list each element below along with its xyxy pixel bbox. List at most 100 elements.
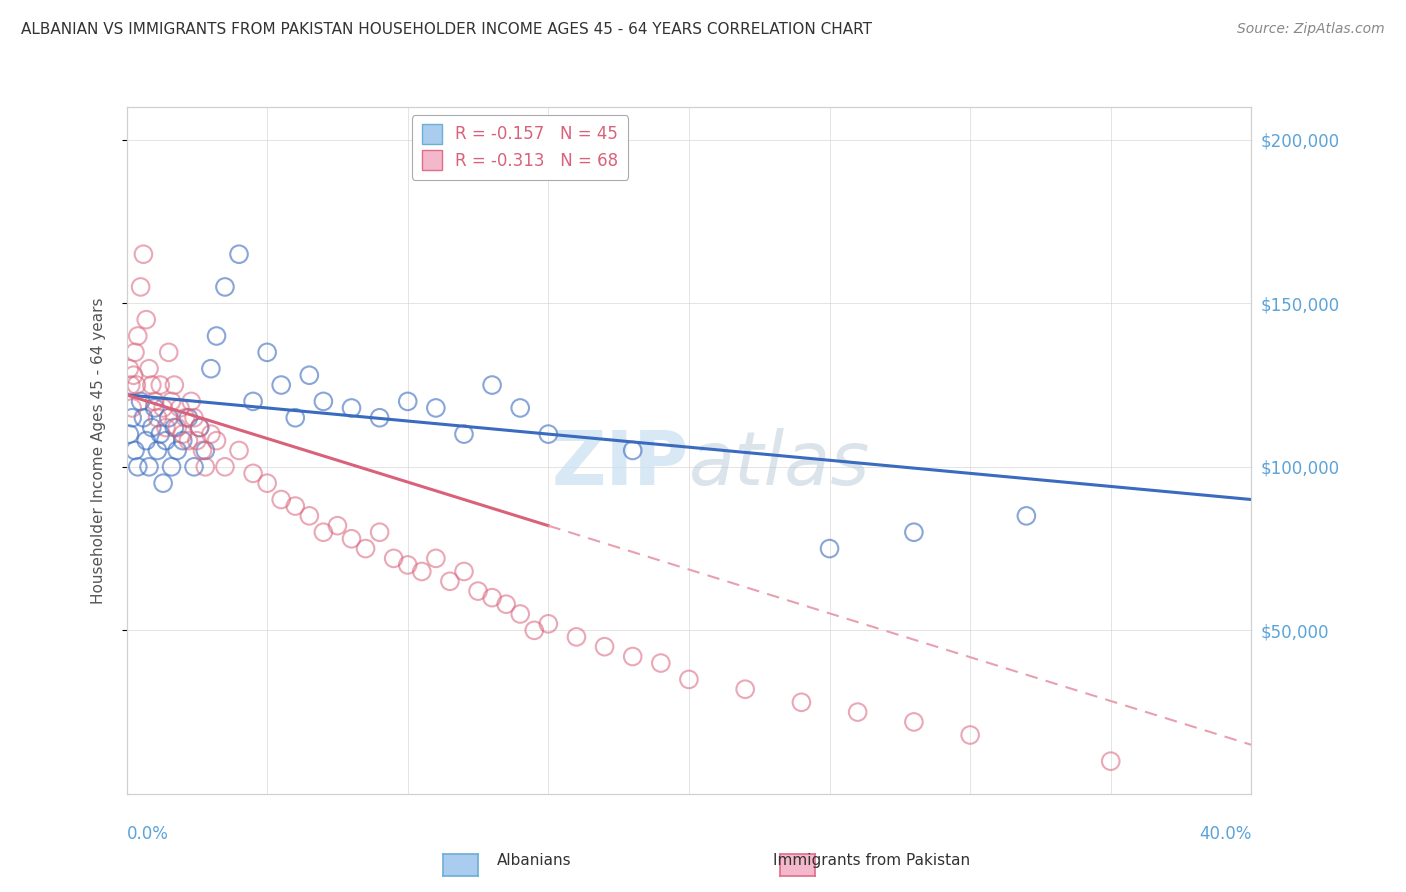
Point xyxy=(127,459,149,474)
Point xyxy=(214,459,236,474)
Point xyxy=(135,312,157,326)
Point xyxy=(256,476,278,491)
Point xyxy=(160,394,183,409)
Point xyxy=(537,427,560,442)
Point xyxy=(135,434,157,448)
Point xyxy=(138,361,160,376)
Point xyxy=(194,443,217,458)
Point xyxy=(959,728,981,742)
Point xyxy=(155,420,177,434)
Point xyxy=(565,630,588,644)
Point xyxy=(453,565,475,579)
Point xyxy=(734,682,756,697)
Point xyxy=(846,705,869,719)
Point xyxy=(166,443,188,458)
Point xyxy=(425,401,447,415)
Point xyxy=(160,459,183,474)
Point xyxy=(163,420,186,434)
Point xyxy=(523,624,546,638)
Point xyxy=(228,247,250,261)
Point xyxy=(382,551,405,566)
Point xyxy=(340,532,363,546)
Point xyxy=(537,616,560,631)
Point xyxy=(188,420,211,434)
Point xyxy=(129,394,152,409)
Point xyxy=(326,518,349,533)
Point xyxy=(396,558,419,572)
Point xyxy=(509,607,531,621)
Point xyxy=(256,345,278,359)
Point xyxy=(354,541,377,556)
Point xyxy=(242,394,264,409)
Point xyxy=(312,394,335,409)
Point xyxy=(298,508,321,523)
Point xyxy=(270,378,292,392)
Text: Immigrants from Pakistan: Immigrants from Pakistan xyxy=(773,854,970,868)
Point xyxy=(396,394,419,409)
Text: 40.0%: 40.0% xyxy=(1199,825,1251,843)
Point xyxy=(127,329,149,343)
Point xyxy=(183,410,205,425)
Point xyxy=(155,434,177,448)
Point xyxy=(194,459,217,474)
Text: atlas: atlas xyxy=(689,428,870,500)
Text: ALBANIAN VS IMMIGRANTS FROM PAKISTAN HOUSEHOLDER INCOME AGES 45 - 64 YEARS CORRE: ALBANIAN VS IMMIGRANTS FROM PAKISTAN HOU… xyxy=(21,22,872,37)
Point xyxy=(509,401,531,415)
Point xyxy=(129,280,152,294)
Point xyxy=(124,345,146,359)
Point xyxy=(172,434,194,448)
Point xyxy=(481,378,503,392)
Point xyxy=(132,410,155,425)
Point xyxy=(188,420,211,434)
Point xyxy=(172,427,194,442)
Point xyxy=(495,597,517,611)
Point xyxy=(141,420,163,434)
Point xyxy=(122,368,145,383)
Point xyxy=(146,443,169,458)
Point xyxy=(132,247,155,261)
Point xyxy=(467,584,489,599)
Point xyxy=(146,410,169,425)
Point xyxy=(118,361,141,376)
Point xyxy=(439,574,461,589)
Point xyxy=(284,410,307,425)
Point xyxy=(143,394,166,409)
Point xyxy=(120,378,142,392)
Point xyxy=(177,410,200,425)
Legend: R = -0.157   N = 45, R = -0.313   N = 68: R = -0.157 N = 45, R = -0.313 N = 68 xyxy=(412,115,628,179)
Text: ZIP: ZIP xyxy=(551,427,689,500)
Point xyxy=(284,499,307,513)
Point xyxy=(818,541,841,556)
Point xyxy=(593,640,616,654)
Point xyxy=(621,443,644,458)
Point xyxy=(678,673,700,687)
Point xyxy=(205,434,228,448)
Point xyxy=(425,551,447,566)
Point xyxy=(152,476,174,491)
Point xyxy=(312,525,335,540)
Point xyxy=(121,401,143,415)
Point xyxy=(214,280,236,294)
Point xyxy=(152,401,174,415)
Point xyxy=(163,378,186,392)
Point xyxy=(368,525,391,540)
Point xyxy=(368,410,391,425)
Point xyxy=(270,492,292,507)
Point xyxy=(903,525,925,540)
Point xyxy=(141,378,163,392)
Point xyxy=(228,443,250,458)
Text: 0.0%: 0.0% xyxy=(127,825,169,843)
Point xyxy=(169,401,191,415)
Point xyxy=(177,434,200,448)
Point xyxy=(903,714,925,729)
Text: Albanians: Albanians xyxy=(496,854,572,868)
Point xyxy=(242,467,264,481)
Point xyxy=(149,427,172,442)
Point xyxy=(481,591,503,605)
Point xyxy=(149,378,172,392)
Point xyxy=(200,427,222,442)
Point xyxy=(790,695,813,709)
Point xyxy=(298,368,321,383)
Point xyxy=(205,329,228,343)
Point xyxy=(1015,508,1038,523)
